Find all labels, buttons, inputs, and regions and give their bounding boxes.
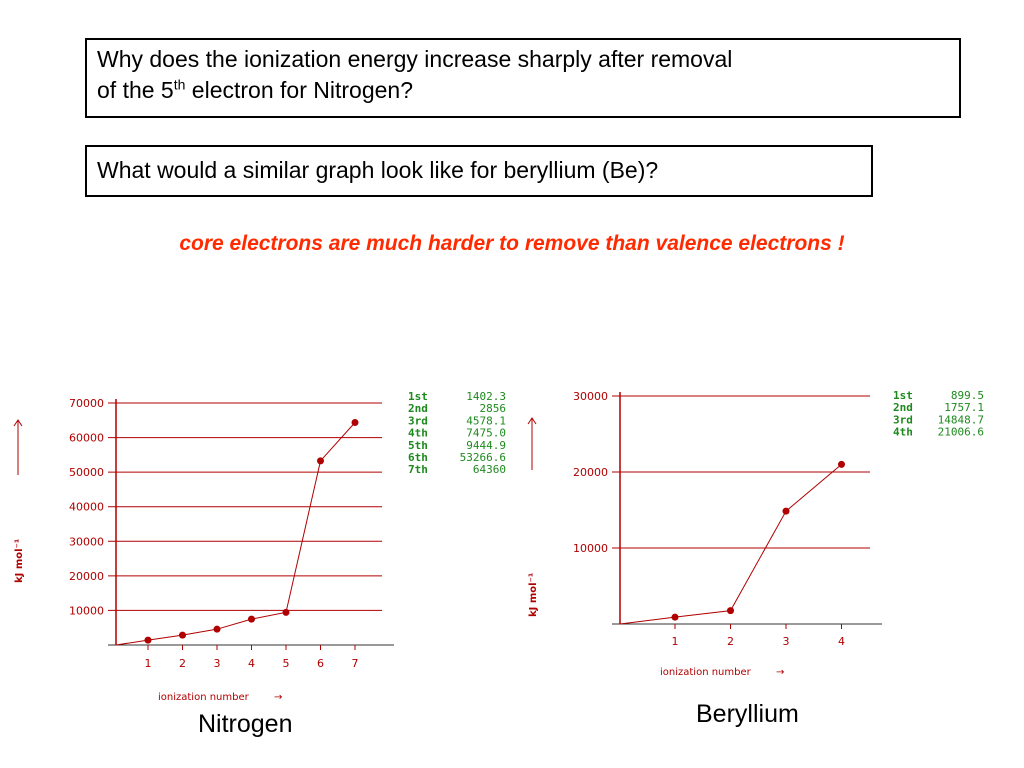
nitrogen-legend-label: 2nd bbox=[408, 402, 428, 415]
nitrogen-x-axis-label: ionization number bbox=[158, 692, 250, 703]
nitrogen-y-axis-arrow-head bbox=[13, 419, 23, 427]
nitrogen-x-tick-label: 7 bbox=[352, 657, 359, 670]
nitrogen-x-axis-arrow: → bbox=[274, 692, 282, 703]
nitrogen-data-point bbox=[213, 625, 221, 633]
nitrogen-y-tick-label: 50000 bbox=[69, 466, 104, 479]
nitrogen-x-tick-label: 1 bbox=[145, 657, 152, 670]
nitrogen-series-line bbox=[115, 422, 356, 646]
beryllium-x-axis-arrow: → bbox=[776, 667, 784, 678]
question-box-nitrogen: Why does the ionization energy increase … bbox=[85, 38, 961, 118]
nitrogen-data-point bbox=[317, 457, 324, 465]
beryllium-legend-value: 1757.1 bbox=[944, 401, 984, 414]
nitrogen-data-point bbox=[351, 418, 359, 426]
nitrogen-y-tick-label: 30000 bbox=[69, 535, 104, 548]
beryllium-y-axis-label: kJ mol⁻¹ bbox=[528, 573, 539, 617]
nitrogen-x-tick-label: 2 bbox=[179, 657, 186, 670]
nitrogen-x-tick-label: 3 bbox=[214, 657, 221, 670]
nitrogen-legend-value: 64360 bbox=[473, 463, 506, 476]
beryllium-x-tick-label: 1 bbox=[672, 635, 679, 648]
beryllium-legend-label: 1st bbox=[893, 389, 913, 402]
nitrogen-data-point bbox=[179, 631, 186, 639]
question-line-1: Why does the ionization energy increase … bbox=[97, 46, 733, 72]
nitrogen-legend-label: 5th bbox=[408, 439, 428, 452]
nitrogen-y-tick-label: 40000 bbox=[69, 501, 104, 514]
beryllium-data-point bbox=[782, 507, 790, 515]
beryllium-legend-label: 4th bbox=[893, 426, 913, 439]
nitrogen-y-tick-label: 70000 bbox=[69, 397, 104, 410]
beryllium-data-point bbox=[671, 613, 679, 621]
beryllium-y-tick-label: 30000 bbox=[573, 390, 608, 403]
nitrogen-legend-label: 7th bbox=[408, 463, 428, 476]
nitrogen-legend-label: 6th bbox=[408, 451, 428, 464]
beryllium-x-tick-label: 3 bbox=[783, 635, 790, 648]
beryllium-data-point bbox=[727, 607, 734, 615]
nitrogen-data-point bbox=[144, 636, 152, 644]
nitrogen-legend-label: 4th bbox=[408, 427, 428, 440]
beryllium-data-point bbox=[838, 460, 845, 468]
nitrogen-legend-value: 4578.1 bbox=[466, 414, 506, 427]
beryllium-x-axis-label: ionization number bbox=[660, 667, 752, 678]
question-line-2-pre: of the 5 bbox=[97, 77, 174, 103]
nitrogen-y-tick-label: 10000 bbox=[69, 604, 104, 617]
answer-text: core electrons are much harder to remove… bbox=[179, 232, 845, 255]
chart-caption-beryllium: Beryllium bbox=[696, 700, 799, 728]
nitrogen-y-tick-label: 20000 bbox=[69, 570, 104, 583]
beryllium-x-tick-label: 4 bbox=[838, 635, 845, 648]
beryllium-series-line bbox=[619, 463, 842, 625]
nitrogen-legend-label: 1st bbox=[408, 390, 428, 403]
nitrogen-legend-value: 53266.6 bbox=[460, 451, 506, 464]
nitrogen-y-tick-label: 60000 bbox=[69, 432, 104, 445]
chart-caption-nitrogen: Nitrogen bbox=[198, 710, 293, 738]
question-line-2-post: electron for Nitrogen? bbox=[185, 77, 413, 103]
beryllium-legend-value: 899.5 bbox=[951, 389, 984, 402]
nitrogen-x-tick-label: 4 bbox=[248, 657, 255, 670]
beryllium-legend-value: 14848.7 bbox=[938, 413, 984, 426]
question-line-2: of the 5th electron for Nitrogen? bbox=[97, 75, 959, 106]
nitrogen-data-point bbox=[282, 608, 290, 616]
beryllium-legend-value: 21006.6 bbox=[938, 426, 984, 439]
nitrogen-data-point bbox=[248, 615, 255, 623]
beryllium-y-tick-label: 20000 bbox=[573, 466, 608, 479]
beryllium-x-tick-label: 2 bbox=[727, 635, 734, 648]
beryllium-y-axis-arrow-head bbox=[527, 417, 537, 425]
nitrogen-x-tick-label: 6 bbox=[317, 657, 324, 670]
question-box-beryllium: What would a similar graph look like for… bbox=[85, 145, 873, 197]
nitrogen-legend-value: 2856 bbox=[480, 402, 507, 415]
nitrogen-legend-value: 1402.3 bbox=[466, 390, 506, 403]
beryllium-legend-label: 3rd bbox=[893, 413, 913, 426]
beryllium-y-tick-label: 10000 bbox=[573, 542, 608, 555]
nitrogen-legend-label: 3rd bbox=[408, 414, 428, 427]
beryllium-legend-label: 2nd bbox=[893, 401, 913, 414]
question-superscript: th bbox=[173, 76, 186, 93]
nitrogen-legend-value: 7475.0 bbox=[466, 427, 506, 440]
nitrogen-y-axis-label: kJ mol⁻¹ bbox=[14, 539, 25, 583]
nitrogen-x-tick-label: 5 bbox=[283, 657, 290, 670]
nitrogen-legend-value: 9444.9 bbox=[466, 439, 506, 452]
